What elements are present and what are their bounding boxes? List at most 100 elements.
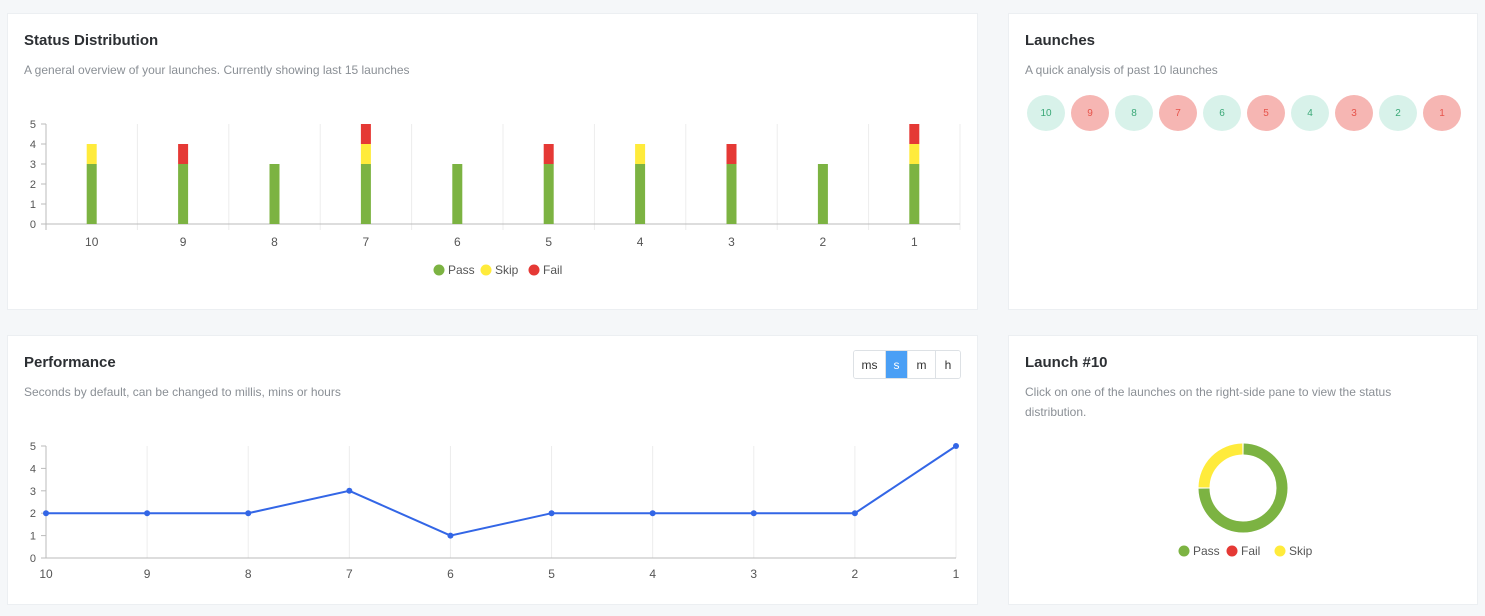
launch-circle-2[interactable]: 2 xyxy=(1379,95,1417,131)
bar-pass-5[interactable] xyxy=(543,164,554,224)
card-title: Launches xyxy=(1025,32,1096,49)
y-tick-label: 3 xyxy=(30,486,36,498)
launch-circle-3[interactable]: 3 xyxy=(1335,95,1373,131)
x-tick-label: 8 xyxy=(271,235,278,249)
x-tick-label: 9 xyxy=(144,567,151,581)
bar-fail-5[interactable] xyxy=(543,144,554,164)
x-tick-label: 5 xyxy=(548,567,555,581)
bar-skip-1[interactable] xyxy=(909,144,920,164)
launch-circle-6[interactable]: 6 xyxy=(1203,95,1241,131)
launch-list: 10 9 8 7 6 5 4 3 2 1 xyxy=(1027,95,1461,131)
y-tick-label: 2 xyxy=(30,179,36,191)
x-tick-label: 10 xyxy=(39,567,53,581)
card-title: Performance xyxy=(24,354,116,371)
bar-fail-7[interactable] xyxy=(360,124,371,144)
launch-detail-card: Launch #10 Click on one of the launches … xyxy=(1008,335,1478,605)
performance-line xyxy=(46,445,957,537)
performance-card: Performance Seconds by default, can be c… xyxy=(7,335,978,605)
bar-pass-1[interactable] xyxy=(909,164,920,224)
y-tick-label: 0 xyxy=(30,553,36,565)
unit-button-m[interactable]: m xyxy=(908,351,936,378)
y-tick-label: 2 xyxy=(30,508,36,520)
bar-pass-8[interactable] xyxy=(269,164,280,224)
legend-label: Skip xyxy=(1289,544,1313,558)
x-tick-label: 1 xyxy=(953,567,960,581)
unit-button-h[interactable]: h xyxy=(936,351,960,378)
x-tick-label: 3 xyxy=(728,235,735,249)
launch-circle-8[interactable]: 8 xyxy=(1115,95,1153,131)
bar-skip-4[interactable] xyxy=(635,144,646,164)
legend-label: Pass xyxy=(1193,544,1220,558)
launches-card: Launches A quick analysis of past 10 lau… xyxy=(1008,13,1478,310)
launch-circle-7[interactable]: 7 xyxy=(1159,95,1197,131)
data-point-6[interactable] xyxy=(447,532,454,539)
x-tick-label: 4 xyxy=(649,567,656,581)
y-tick-label: 1 xyxy=(30,531,36,543)
legend-item-fail[interactable]: Fail xyxy=(528,263,563,277)
data-point-8[interactable] xyxy=(245,510,252,517)
x-tick-label: 6 xyxy=(454,235,461,249)
data-point-2[interactable] xyxy=(851,510,858,517)
legend-item-skip[interactable]: Skip xyxy=(1274,544,1313,558)
launch-circle-1[interactable]: 1 xyxy=(1423,95,1461,131)
card-subtitle: A quick analysis of past 10 launches xyxy=(1025,63,1218,77)
bar-skip-10[interactable] xyxy=(86,144,97,164)
bar-pass-3[interactable] xyxy=(726,164,737,224)
legend-swatch xyxy=(1178,545,1190,557)
unit-toggle: ms s m h xyxy=(853,350,961,379)
launch-circle-9[interactable]: 9 xyxy=(1071,95,1109,131)
legend-swatch xyxy=(433,264,445,276)
x-tick-label: 7 xyxy=(363,235,370,249)
y-tick-label: 0 xyxy=(30,219,36,231)
legend-swatch xyxy=(1226,545,1238,557)
data-point-10[interactable] xyxy=(43,510,49,517)
y-tick-label: 1 xyxy=(30,199,36,211)
launch-circle-4[interactable]: 4 xyxy=(1291,95,1329,131)
status-bar-chart: 0 1 2 3 4 5 10 9 8 7 6 5 4 3 2 1 Pass Skip Fail xyxy=(30,119,961,277)
data-point-9[interactable] xyxy=(144,510,151,517)
x-tick-label: 1 xyxy=(911,235,918,249)
x-tick-label: 4 xyxy=(637,235,644,249)
bar-fail-1[interactable] xyxy=(909,124,920,144)
bar-pass-2[interactable] xyxy=(817,164,828,224)
legend-label: Fail xyxy=(543,263,562,277)
data-point-1[interactable] xyxy=(953,443,959,449)
legend-item-pass[interactable]: Pass xyxy=(433,263,475,277)
data-point-7[interactable] xyxy=(346,487,353,494)
launch-circle-5[interactable]: 5 xyxy=(1247,95,1285,131)
bar-fail-3[interactable] xyxy=(726,144,737,164)
bar-skip-7[interactable] xyxy=(360,144,371,164)
y-tick-label: 4 xyxy=(30,139,36,151)
bar-pass-7[interactable] xyxy=(360,164,371,224)
legend-item-fail[interactable]: Fail xyxy=(1226,544,1261,558)
launch-donut-chart: Pass Fail Skip xyxy=(1178,443,1313,558)
donut-slice-pass[interactable] xyxy=(1198,443,1288,533)
legend-item-pass[interactable]: Pass xyxy=(1178,544,1220,558)
x-tick-label: 2 xyxy=(852,567,859,581)
x-tick-label: 5 xyxy=(545,235,552,249)
bar-pass-4[interactable] xyxy=(635,164,646,224)
bar-fail-9[interactable] xyxy=(178,144,189,164)
bar-pass-6[interactable] xyxy=(452,164,463,224)
unit-button-s[interactable]: s xyxy=(886,351,908,378)
launch-circle-10[interactable]: 10 xyxy=(1027,95,1065,131)
card-subtitle: Click on one of the launches on the righ… xyxy=(1025,385,1392,419)
data-point-4[interactable] xyxy=(649,510,656,517)
x-tick-label: 2 xyxy=(820,235,827,249)
x-tick-label: 9 xyxy=(180,235,187,249)
legend-label: Fail xyxy=(1241,544,1260,558)
data-point-3[interactable] xyxy=(750,510,757,517)
bar-pass-9[interactable] xyxy=(178,164,189,224)
data-point-5[interactable] xyxy=(548,510,555,517)
x-tick-label: 10 xyxy=(85,235,99,249)
bar-pass-10[interactable] xyxy=(86,164,97,224)
legend-item-skip[interactable]: Skip xyxy=(480,263,519,277)
unit-button-ms[interactable]: ms xyxy=(854,351,886,378)
legend-swatch xyxy=(528,264,540,276)
y-tick-label: 3 xyxy=(30,159,36,171)
y-tick-label: 5 xyxy=(30,441,36,453)
card-title: Status Distribution xyxy=(24,32,159,49)
card-title: Launch #10 xyxy=(1025,354,1108,371)
y-tick-label: 4 xyxy=(30,463,36,475)
donut-slice-skip[interactable] xyxy=(1198,443,1243,488)
